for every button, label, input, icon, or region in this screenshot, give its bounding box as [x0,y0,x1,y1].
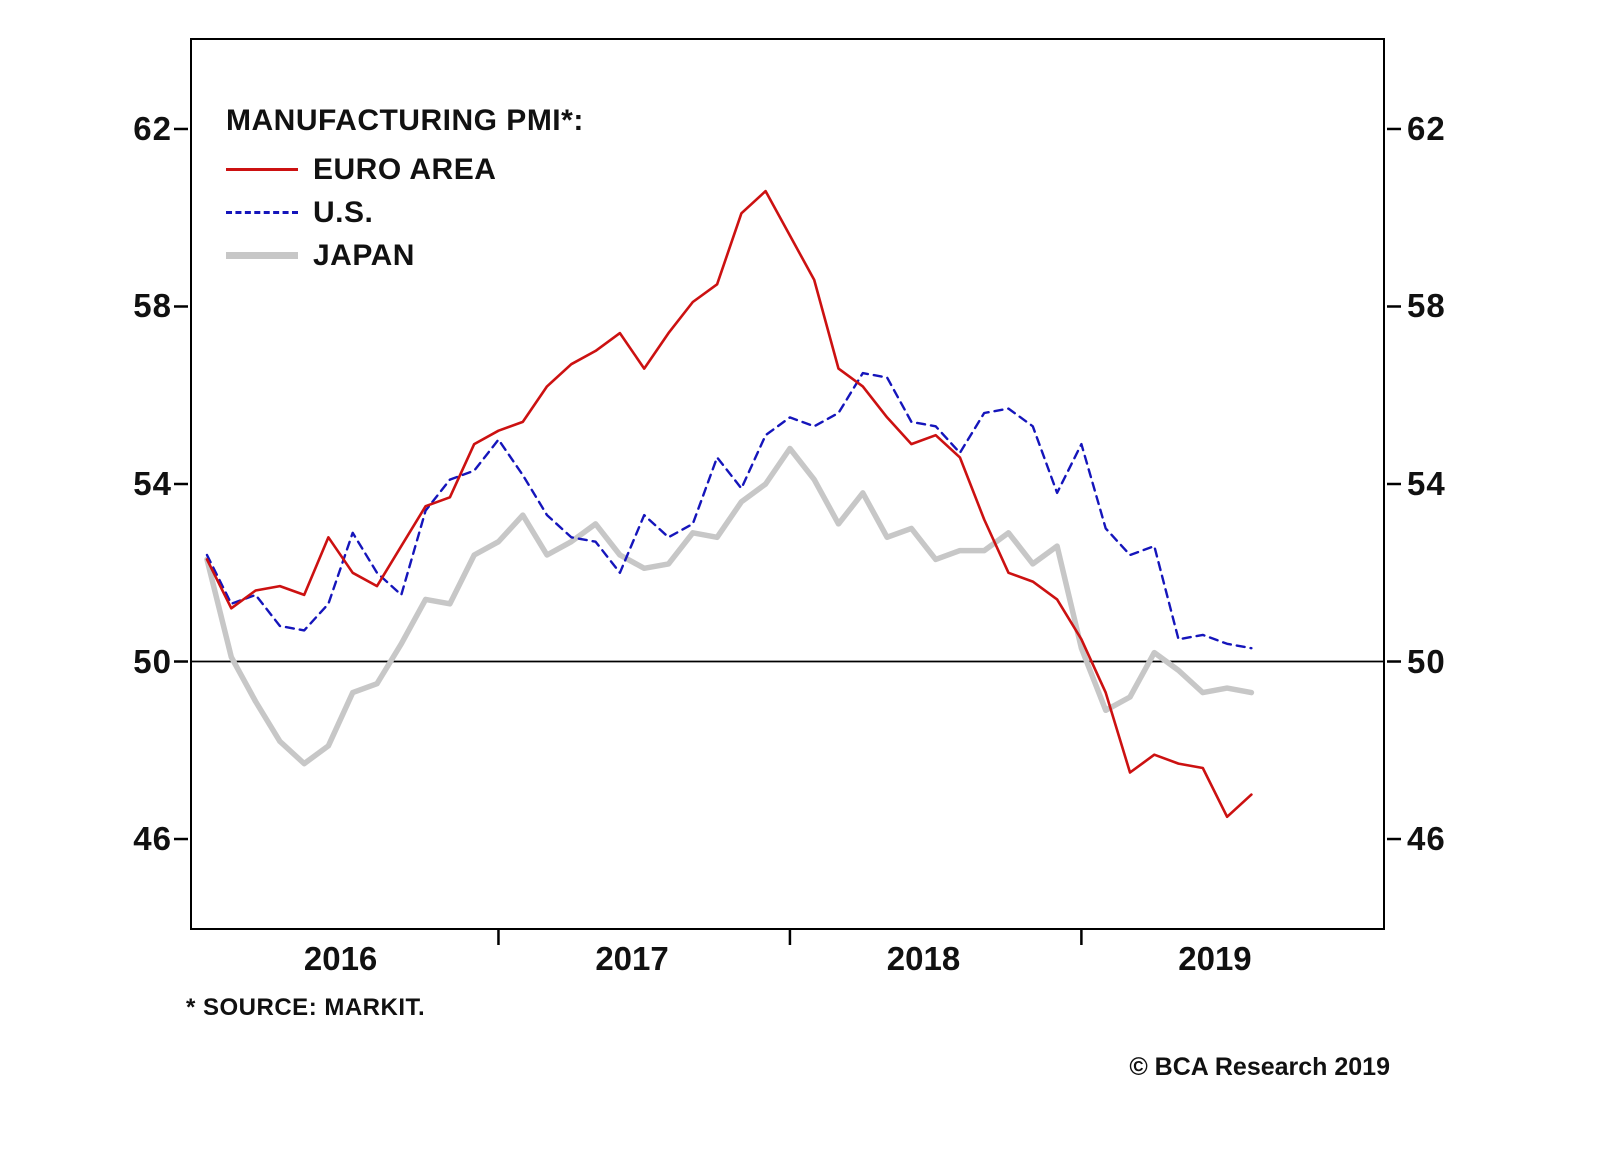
euro-area-line-sample [226,168,298,171]
us-line-sample [226,211,298,214]
chart-legend: MANUFACTURING PMI*: EURO AREA U.S. JAPAN [226,104,584,277]
series-line-japan [204,445,1255,767]
legend-label-euro-area: EURO AREA [313,152,497,186]
copyright-note: © BCA Research 2019 [1129,1053,1390,1081]
x-axis-label-2018: 2018 [886,940,961,977]
legend-title: MANUFACTURING PMI*: [226,104,584,137]
legend-item-japan: JAPAN [226,234,584,277]
source-footnote: * SOURCE: MARKIT. [186,994,426,1021]
x-axis-label-2019: 2019 [1178,940,1252,977]
x-axis-label-2017: 2017 [595,940,669,977]
pmi-line-chart [174,38,1401,945]
legend-label-japan: JAPAN [313,238,415,272]
y-axis-label-right-62: 62 [1407,109,1446,147]
y-axis-label-left-62: 62 [133,109,172,147]
plot-area [174,38,1401,945]
series-line-euro-area [205,189,1253,819]
legend-label-us: U.S. [313,195,374,229]
y-axis-label-right-46: 46 [1407,820,1446,858]
y-axis-label-right-54: 54 [1407,465,1446,502]
plot-border [190,38,1385,930]
legend-item-euro-area: EURO AREA [226,148,584,191]
y-axis-label-right-58: 58 [1407,287,1446,325]
y-axis-label-left-58: 58 [133,287,172,325]
series-line-u-s [205,371,1253,650]
y-axis-label-right-50: 50 [1407,642,1446,680]
japan-line-sample [226,252,298,259]
x-axis-label-2016: 2016 [303,940,378,977]
y-axis-label-left-54: 54 [133,465,172,502]
legend-item-us: U.S. [226,191,584,234]
y-axis-label-left-46: 46 [133,820,172,858]
y-axis-label-left-50: 50 [133,642,172,680]
